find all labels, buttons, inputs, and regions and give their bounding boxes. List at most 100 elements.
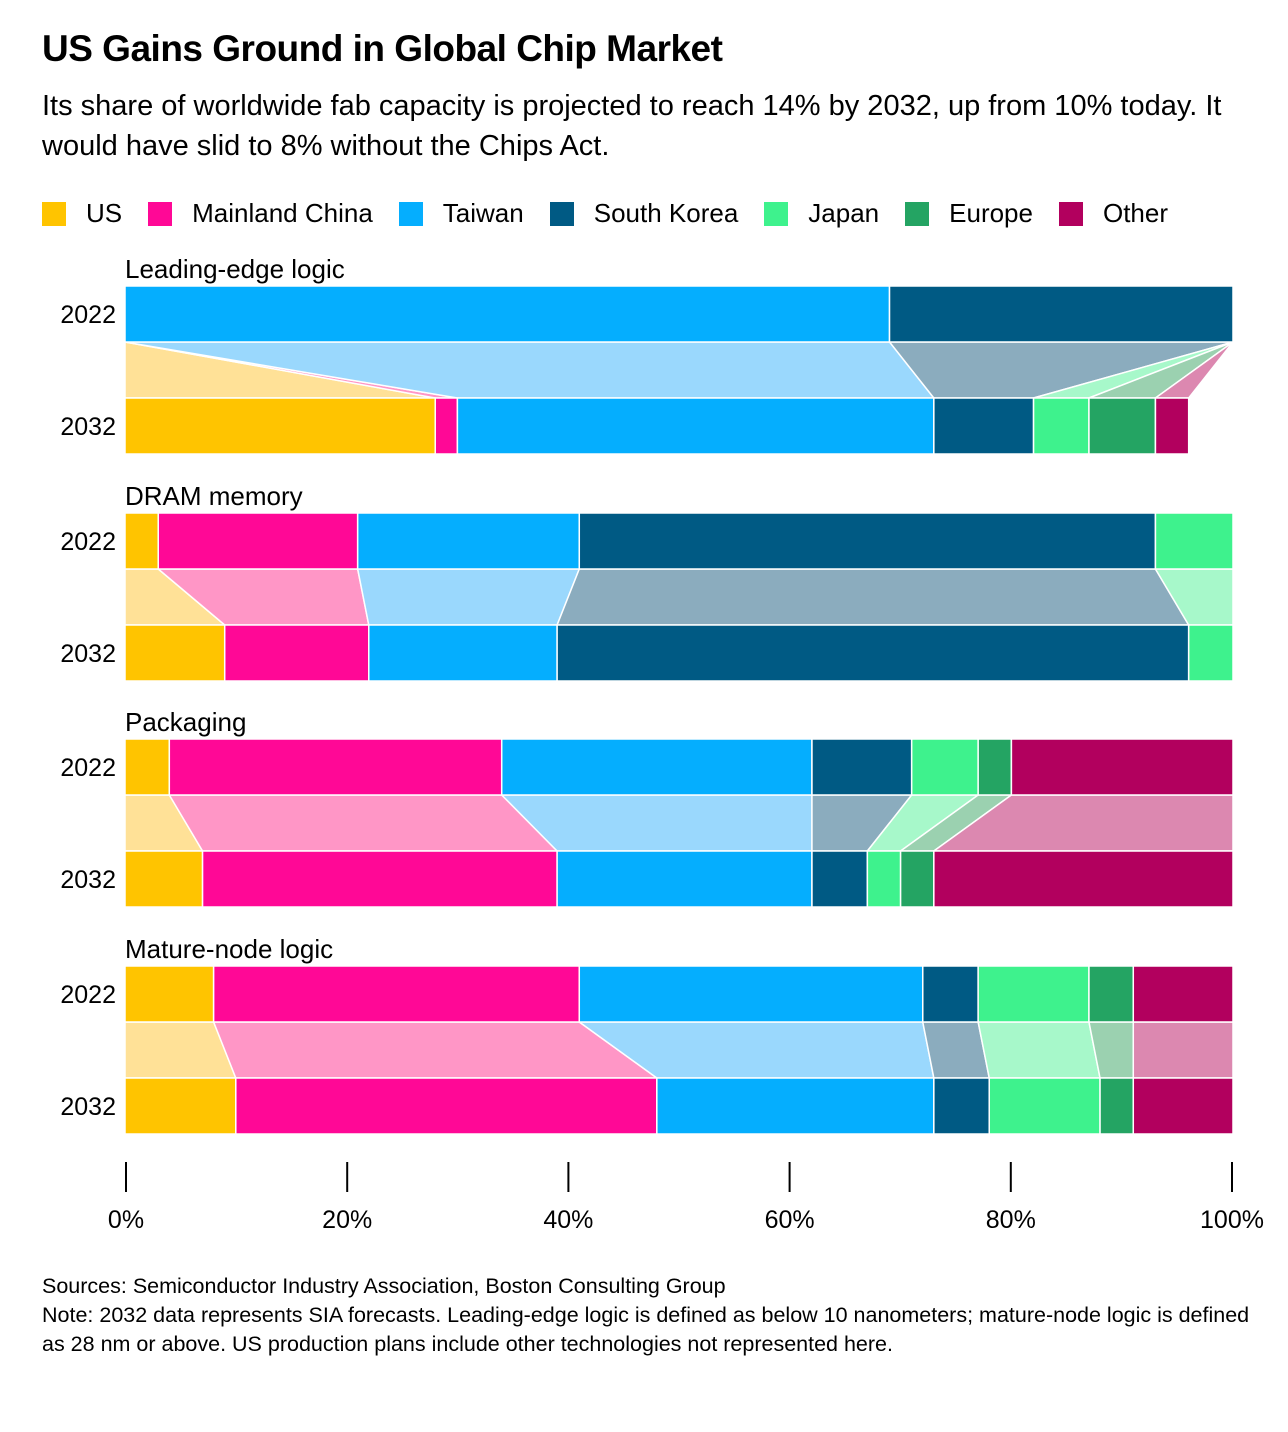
- bar-segment-us-2032: [124, 397, 436, 455]
- bar-segment-taiwan-2032: [656, 1077, 935, 1135]
- group-mature-node-logic: Mature-node logic 2022 2032: [60, 934, 1234, 1135]
- bar-segment-taiwan-2032: [368, 624, 558, 682]
- legend-label-south-korea: South Korea: [593, 198, 739, 228]
- footer: Sources: Semiconductor Industry Associat…: [42, 1272, 1267, 1359]
- bar-segment-europe-2032: [899, 850, 935, 908]
- flow-band-taiwan: [499, 794, 813, 852]
- row-year-label: 2032: [60, 866, 116, 894]
- legend-swatch-us: [42, 201, 66, 226]
- legend-label-mainland-china: Mainland China: [192, 198, 373, 228]
- row-year-label: 2022: [60, 754, 116, 782]
- legend-item-europe: Europe: [905, 198, 1033, 229]
- bar-segment-europe-2022: [977, 738, 1013, 796]
- legend-item-taiwan: Taiwan: [398, 198, 524, 229]
- bar-segment-south-korea-2032: [933, 397, 1035, 455]
- legend-label-other: Other: [1102, 198, 1169, 228]
- bar-segment-mainland-china-2032: [434, 397, 459, 455]
- bar-segment-mainland-china-2032: [201, 850, 558, 908]
- chart-title: US Gains Ground in Global Chip Market: [42, 28, 723, 69]
- sources-text: Sources: Semiconductor Industry Associat…: [42, 1274, 726, 1298]
- bar-segment-other-2022: [1010, 738, 1234, 796]
- bar-segment-taiwan-2022: [356, 512, 581, 570]
- bar-segment-other-2032: [933, 850, 1234, 908]
- bar-segment-taiwan-2022: [124, 285, 891, 343]
- bar-segment-mainland-china-2022: [168, 738, 503, 796]
- bar-segment-japan-2022: [1154, 512, 1234, 570]
- group-leading-edge-logic: Leading-edge logic 2022 2032: [60, 254, 1234, 455]
- legend-swatch-taiwan: [398, 201, 423, 226]
- x-tick-label: 40%: [543, 1206, 593, 1234]
- chart-subtitle: Its share of worldwide fab capacity is p…: [42, 90, 1222, 162]
- x-tick-label: 0%: [108, 1206, 144, 1234]
- row-year-label: 2022: [60, 301, 116, 329]
- bar-segment-us-2032: [124, 1077, 237, 1135]
- bar-segment-japan-2022: [910, 738, 979, 796]
- flow-band-japan: [977, 1021, 1101, 1079]
- bar-segment-south-korea-2022: [888, 285, 1234, 343]
- bar-segment-mainland-china-2022: [157, 512, 359, 570]
- row-year-label: 2032: [60, 640, 116, 668]
- legend-swatch-japan: [764, 201, 789, 226]
- bar-segment-south-korea-2032: [556, 624, 1190, 682]
- group-label: DRAM memory: [125, 481, 303, 511]
- group-packaging: Packaging 2022 2032: [60, 707, 1234, 908]
- chart-plot: Leading-edge logic 2022 2032 DRAM memory 202…: [60, 254, 1264, 1234]
- group-label: Mature-node logic: [125, 934, 333, 964]
- bar-segment-europe-2032: [1088, 397, 1157, 455]
- bar-segment-south-korea-2022: [922, 965, 979, 1023]
- flow-band-mainland-china: [168, 794, 559, 852]
- flow-band-south-korea: [556, 568, 1190, 626]
- x-tick-label: 100%: [1200, 1206, 1264, 1234]
- legend-swatch-europe: [905, 201, 930, 226]
- row-year-label: 2022: [60, 528, 116, 556]
- bar-segment-other-2032: [1132, 1077, 1234, 1135]
- legend-swatch-mainland-china: [148, 201, 173, 226]
- flow-band-taiwan: [356, 568, 581, 626]
- legend-label-japan: Japan: [808, 198, 880, 228]
- bar-segment-taiwan-2022: [500, 738, 813, 796]
- group-dram-memory: DRAM memory 2022 2032: [60, 481, 1234, 682]
- bar-segment-europe-2022: [1088, 965, 1135, 1023]
- bar-segment-europe-2032: [1099, 1077, 1135, 1135]
- bar-segment-us-2032: [124, 624, 226, 682]
- bar-segment-taiwan-2032: [556, 850, 813, 908]
- flow-band-other: [1132, 1021, 1234, 1079]
- bar-segment-south-korea-2032: [933, 1077, 990, 1135]
- bar-segment-south-korea-2022: [811, 738, 913, 796]
- note-text: Note: 2032 data represents SIA forecasts…: [42, 1303, 1250, 1356]
- legend-swatch-south-korea: [549, 201, 574, 226]
- bar-segment-other-2032: [1154, 397, 1190, 455]
- group-label: Leading-edge logic: [125, 254, 345, 284]
- bar-segment-us-2032: [124, 850, 204, 908]
- bar-segment-japan-2032: [866, 850, 902, 908]
- bar-segment-mainland-china-2022: [212, 965, 581, 1023]
- x-axis: 0% 20% 40% 60% 80% 100%: [108, 1162, 1264, 1234]
- group-label: Packaging: [125, 707, 246, 737]
- legend-item-mainland-china: Mainland China: [148, 198, 373, 229]
- bar-segment-japan-2032: [1187, 624, 1234, 682]
- legend-item-us: US: [42, 198, 122, 229]
- legend-swatch-other: [1058, 201, 1083, 226]
- x-tick-label: 60%: [765, 1206, 815, 1234]
- bar-segment-japan-2032: [988, 1077, 1101, 1135]
- legend-item-japan: Japan: [764, 198, 879, 229]
- bar-segment-us-2022: [124, 965, 215, 1023]
- bar-segment-taiwan-2022: [578, 965, 924, 1023]
- row-year-label: 2022: [60, 981, 116, 1009]
- bar-segment-japan-2022: [977, 965, 1090, 1023]
- bar-segment-us-2022: [124, 512, 159, 570]
- bar-segment-taiwan-2032: [456, 397, 935, 455]
- legend-label-europe: Europe: [949, 198, 1033, 228]
- bar-segment-mainland-china-2032: [223, 624, 370, 682]
- legend-item-south-korea: South Korea: [549, 198, 739, 229]
- row-year-label: 2032: [60, 1093, 116, 1121]
- bar-segment-south-korea-2032: [811, 850, 869, 908]
- legend-label-us: US: [86, 198, 123, 228]
- legend: US Mainland China Taiwan South Korea Japan Eu…: [42, 198, 1194, 229]
- x-tick-label: 20%: [322, 1206, 372, 1234]
- bar-segment-south-korea-2022: [578, 512, 1157, 570]
- bar-segment-mainland-china-2032: [235, 1077, 658, 1135]
- legend-item-other: Other: [1058, 198, 1169, 229]
- bar-segment-us-2022: [124, 738, 171, 796]
- legend-label-taiwan: Taiwan: [442, 198, 524, 228]
